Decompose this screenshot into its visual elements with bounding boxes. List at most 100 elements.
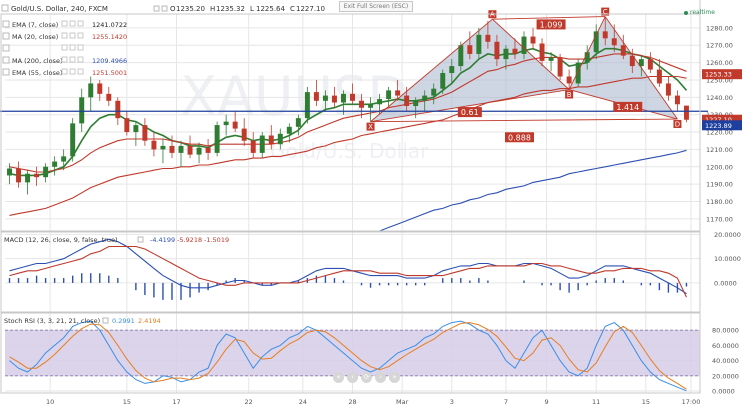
time-tick-label: 22	[245, 398, 253, 406]
scroll-right-button[interactable]: ›	[375, 372, 386, 383]
pattern-ratio-label: 0.888	[508, 133, 531, 142]
candle-body	[656, 69, 662, 84]
candle-body	[160, 145, 166, 150]
legend-toggle-icon	[2, 20, 10, 28]
legend-label: EMA (55, close)	[12, 69, 62, 77]
ma-line	[379, 149, 687, 232]
stoch-k-line	[9, 320, 687, 392]
scroll-start-button[interactable]: «	[333, 372, 344, 383]
candle-body	[683, 105, 689, 120]
price-tags: 1227.10 1253.33 1223.89	[702, 69, 742, 131]
legend-hide-icon	[69, 56, 76, 63]
reset-button[interactable]: ⟳	[361, 372, 372, 383]
pattern-ratio-label: 1.414	[616, 103, 639, 112]
scroll-left-button[interactable]: ‹	[347, 372, 358, 383]
symbol-title: Gold/U.S. Dollar, 240, FXCM	[11, 5, 108, 13]
legend-value: 1251.5001	[92, 69, 127, 77]
legend-hide-icon	[69, 20, 76, 27]
stoch-value: 2.4194	[138, 317, 161, 325]
pattern-point-label: C	[603, 8, 608, 16]
candle-body	[295, 118, 301, 127]
candle-body	[665, 83, 671, 96]
candle-body	[503, 48, 509, 60]
price-tick-label: 1250.00	[706, 76, 733, 84]
legend-remove-icon	[77, 68, 84, 75]
macd-grid	[5, 233, 700, 284]
collapse-icon[interactable]	[1, 4, 9, 12]
macd-value: -4.4199	[150, 236, 175, 244]
legend-remove-icon	[77, 56, 84, 63]
candle-body	[674, 95, 680, 105]
candle-body	[169, 145, 175, 153]
legend-settings-icon	[61, 44, 68, 51]
legend-settings-icon	[61, 68, 68, 75]
stoch-tick-label: 0.0000	[712, 388, 735, 396]
scroll-end-button[interactable]: »	[389, 372, 400, 383]
pattern-point-box	[366, 122, 375, 131]
candle-body	[620, 45, 626, 56]
pattern-leg	[370, 89, 570, 123]
candle-body	[7, 168, 12, 176]
candle-body	[557, 57, 563, 77]
time-axis[interactable]: 10 15 17 22 24 28 Mar 3 7 9 11 15 17:00	[46, 398, 700, 406]
candle-body	[52, 161, 58, 167]
macd-settings-icon[interactable]	[137, 236, 144, 243]
candle-body	[268, 135, 274, 145]
candle-body	[259, 135, 265, 153]
candle-body	[647, 59, 653, 70]
pattern-lines	[370, 16, 678, 123]
candle-body	[440, 73, 446, 89]
candle-body	[386, 90, 392, 100]
legend-toggle-icon	[2, 44, 10, 52]
stoch-value: 0.2991	[112, 317, 135, 325]
exit-fullscreen-button[interactable]: Exit Full Screen (ESC)	[339, 1, 413, 12]
legend-value: 1241.0722	[92, 21, 127, 29]
candle-body	[413, 100, 419, 107]
legend-hide-icon	[69, 32, 76, 39]
ohlc-value: 1227.10	[296, 5, 325, 13]
candle-body	[241, 128, 247, 141]
candle-body	[79, 97, 85, 124]
candle-body	[331, 95, 337, 103]
candle-body	[277, 133, 283, 145]
pattern-ratio-label: 1.099	[540, 20, 563, 29]
legend-row	[2, 44, 84, 52]
candle-body	[250, 140, 256, 153]
legend-settings-icon	[61, 32, 68, 39]
watermark-name: Gold/U.S. Dollar	[270, 139, 429, 163]
candle-body	[422, 95, 428, 101]
price-tick-label: 1240.00	[706, 94, 733, 102]
time-tick-label: 15	[642, 398, 650, 406]
pattern-point-label: D	[675, 121, 680, 129]
price-tag-label: 1227.10	[705, 116, 732, 124]
candle-body	[359, 100, 365, 108]
candle-body	[404, 95, 410, 107]
stoch-settings-icon[interactable]	[102, 317, 109, 324]
pattern-leg	[604, 16, 678, 120]
candle-body	[34, 173, 40, 178]
price-tick-label: 1190.00	[706, 181, 733, 189]
price-tick-label: 1260.00	[706, 59, 733, 67]
macd-tick-label: 10.0000	[714, 255, 741, 263]
candle-body	[16, 168, 22, 183]
panel-borders	[0, 0, 701, 394]
legend-settings-icon	[61, 20, 68, 27]
candle-body	[602, 31, 608, 39]
candle-body	[395, 90, 401, 96]
candle-body	[133, 125, 139, 133]
candle-body	[304, 92, 310, 119]
price-tick-label: 1200.00	[706, 163, 733, 171]
candle-body	[43, 166, 49, 178]
pattern-point-label: A	[490, 11, 495, 19]
candle-body	[368, 104, 374, 108]
ma-line	[9, 75, 687, 216]
time-tick-label: 10	[46, 398, 54, 406]
candle-body	[494, 41, 500, 60]
stoch-tick-label: 80.0000	[712, 327, 739, 335]
settings-icon[interactable]	[153, 5, 160, 12]
hide-icon[interactable]	[161, 5, 168, 12]
candle-body	[286, 126, 292, 134]
candle-body	[611, 38, 617, 46]
candle-body	[88, 83, 94, 98]
